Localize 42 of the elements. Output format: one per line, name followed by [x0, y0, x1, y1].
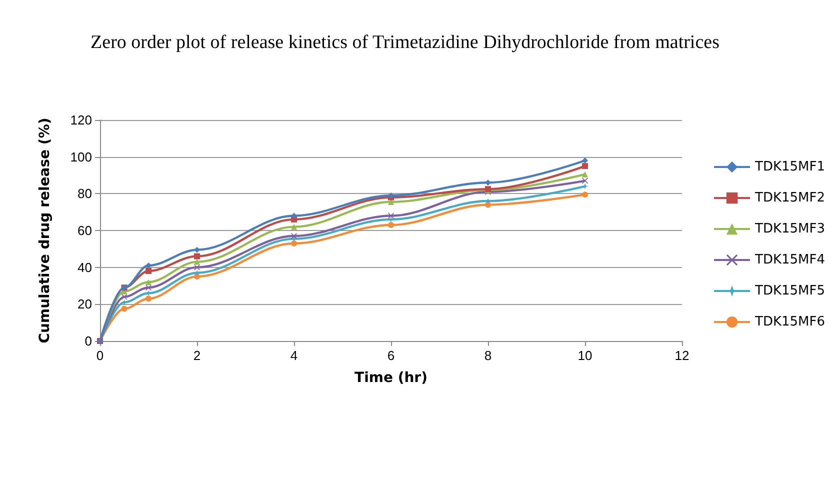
point: [582, 163, 588, 170]
point: [291, 233, 297, 240]
y-tick-label: 60: [78, 223, 92, 238]
point: [194, 258, 200, 265]
point: [194, 274, 200, 280]
point: [121, 306, 128, 312]
point: [194, 253, 200, 260]
y-tick-label: 100: [70, 149, 92, 164]
legend-label: TDK15MF3: [754, 222, 825, 236]
point: [582, 171, 588, 178]
point: [146, 284, 152, 291]
point: [485, 202, 491, 208]
y-axis-title: Cumulative drug release (%): [37, 118, 53, 344]
y-tick-label: 120: [70, 112, 92, 128]
x-tick-label: 12: [674, 348, 690, 363]
point: [146, 279, 152, 286]
legend-label: TDK15MF6: [754, 314, 825, 330]
point: [291, 224, 297, 230]
point: [121, 294, 128, 300]
x-axis-title: Time (hr): [354, 370, 428, 386]
legend-label: TDK15MF5: [754, 284, 825, 298]
legend-label: TDK15MF4: [754, 252, 825, 268]
x-tick-label: 8: [484, 348, 492, 363]
point: [146, 268, 152, 274]
point: [146, 296, 152, 302]
x-tick-label: 6: [387, 348, 395, 363]
point: [291, 240, 297, 246]
y-tick-label: 20: [78, 296, 92, 312]
y-tick-label: 0: [84, 334, 92, 348]
chart-title: Zero order plot of release kinetics of Trimetazidine Dihydrochloride from matrices: [90, 32, 720, 53]
y-tick-label: 40: [78, 260, 92, 275]
y-tick-label: 80: [78, 186, 92, 202]
x-tick-label: 0: [96, 348, 104, 363]
point: [582, 158, 588, 164]
legend-label: TDK15MF2: [754, 190, 825, 206]
point: [388, 222, 394, 228]
x-tick-label: 2: [193, 348, 201, 363]
x-tick-label: 10: [578, 348, 592, 363]
legend-label: TDK15MF1: [754, 160, 825, 174]
point: [291, 212, 297, 219]
x-tick-label: 4: [290, 348, 298, 363]
point: [582, 192, 588, 198]
